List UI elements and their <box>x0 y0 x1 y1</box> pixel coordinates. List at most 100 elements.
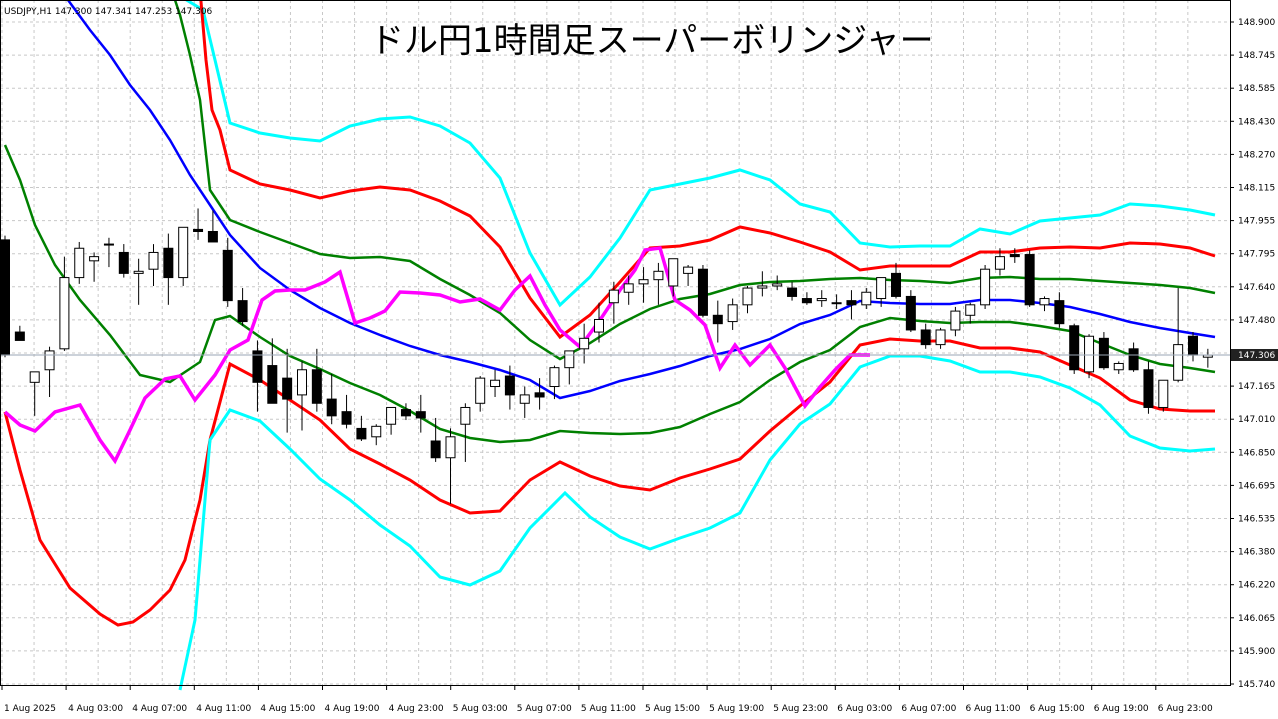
candle-body <box>222 249 233 302</box>
sigma3-upper-band <box>183 0 1216 308</box>
candle-bullish <box>653 262 664 305</box>
candle-body <box>386 406 397 425</box>
candle-body <box>371 425 382 438</box>
price-tick-label: 145.740 <box>1238 680 1275 690</box>
candle-body <box>742 287 753 306</box>
candle-body <box>935 329 946 346</box>
candle-body <box>44 350 55 371</box>
candle-body <box>1113 362 1124 371</box>
candle-bullish <box>490 369 501 397</box>
candle-bullish <box>668 258 679 297</box>
candle-body <box>29 371 40 383</box>
candle-body <box>727 304 738 323</box>
candle-body <box>103 243 114 246</box>
time-tick-label: 5 Aug 07:00 <box>517 704 572 714</box>
candle-body <box>994 256 1005 270</box>
candle-bullish <box>460 403 471 462</box>
sigma2-lower-band <box>3 337 1215 627</box>
candle-bullish <box>59 256 70 351</box>
price-tick-label: 147.010 <box>1238 415 1275 425</box>
price-tick-label: 147.165 <box>1238 382 1275 392</box>
candle-body <box>490 379 501 388</box>
candle-bullish <box>594 302 604 343</box>
time-axis: 1 Aug 2025 4 Aug 03:00 4 Aug 07:00 4 Aug 11… <box>1 685 1213 714</box>
price-tick-label: 146.065 <box>1238 614 1275 624</box>
candle-bullish <box>994 248 1005 276</box>
price-tick-label: 146.220 <box>1238 581 1275 591</box>
candle-body <box>1069 325 1080 371</box>
candle-body <box>668 258 679 287</box>
candle-body <box>638 279 649 285</box>
candle-body <box>133 270 144 274</box>
price-tick-label: 147.795 <box>1238 250 1275 260</box>
time-tick-label: 6 Aug 23:00 <box>1158 704 1213 714</box>
price-tick-label: 145.900 <box>1238 647 1275 657</box>
candle-bearish <box>801 292 812 305</box>
candle-bearish <box>712 300 723 343</box>
candle-bullish <box>638 267 649 303</box>
price-tick-label: 148.115 <box>1238 184 1275 194</box>
candle-body <box>400 409 411 417</box>
candle-body <box>1084 335 1095 373</box>
time-tick-label: 4 Aug 15:00 <box>260 704 315 714</box>
candle-bearish <box>1098 332 1109 370</box>
candle-bullish <box>816 290 827 307</box>
time-tick-label: 4 Aug 19:00 <box>325 704 380 714</box>
candle-bearish <box>1024 250 1035 307</box>
time-tick-label: 5 Aug 15:00 <box>645 704 700 714</box>
candle-bearish <box>891 262 901 299</box>
candle-body <box>356 427 367 440</box>
candle-bearish <box>1069 323 1080 374</box>
candle-bearish <box>1143 361 1154 414</box>
candle-body <box>326 398 337 417</box>
candle-bullish <box>74 241 85 284</box>
time-tick-label: 5 Aug 03:00 <box>453 704 508 714</box>
candle-body <box>534 392 545 398</box>
candle-bearish <box>1009 248 1020 263</box>
candle-body <box>282 377 293 400</box>
bollinger-bands <box>3 0 1216 691</box>
time-tick-label: 6 Aug 15:00 <box>1030 704 1085 714</box>
price-tick-label: 147.955 <box>1238 217 1275 227</box>
candle-bullish <box>980 265 991 310</box>
candle-body <box>564 350 575 369</box>
sigma3-lower-band <box>178 354 1216 691</box>
candle-bearish <box>326 373 337 425</box>
candle-bullish <box>1039 296 1050 312</box>
candle-bullish <box>371 424 382 446</box>
candle-body <box>1009 254 1020 258</box>
sigma2-upper-band <box>199 0 1216 340</box>
candle-body <box>787 287 798 297</box>
candle-bullish <box>772 275 783 291</box>
candle-body <box>163 247 174 279</box>
candle-bullish <box>1173 288 1184 383</box>
candle-body <box>267 365 278 404</box>
candle-body <box>14 331 25 341</box>
candle-body <box>920 329 931 346</box>
candle-body <box>193 228 204 232</box>
candle-body <box>59 277 70 350</box>
candle-bullish <box>445 428 456 504</box>
candle-body <box>801 298 812 304</box>
candle-body <box>1128 348 1139 371</box>
candle-body <box>594 318 604 333</box>
candle-body <box>311 369 322 404</box>
lagging-span-line <box>3 246 870 465</box>
current-price-label: 147.306 <box>1238 351 1275 361</box>
symbol-info: USDJPY,H1 147.300 147.341 147.253 147.30… <box>4 7 213 17</box>
price-tick-label: 146.535 <box>1238 515 1275 525</box>
candle-body <box>297 369 307 396</box>
candle-body <box>415 411 426 419</box>
candle-bearish <box>415 394 426 433</box>
candle-bearish <box>534 378 545 410</box>
candle-bullish <box>623 275 634 305</box>
price-tick-label: 148.430 <box>1238 117 1275 127</box>
candle-bullish <box>1158 379 1169 412</box>
candle-bullish <box>519 386 530 418</box>
candle-body <box>89 256 100 262</box>
candle-bullish <box>103 237 114 268</box>
candle-bullish <box>564 350 575 385</box>
time-tick-label: 6 Aug 07:00 <box>901 704 956 714</box>
candle-body <box>579 337 590 350</box>
